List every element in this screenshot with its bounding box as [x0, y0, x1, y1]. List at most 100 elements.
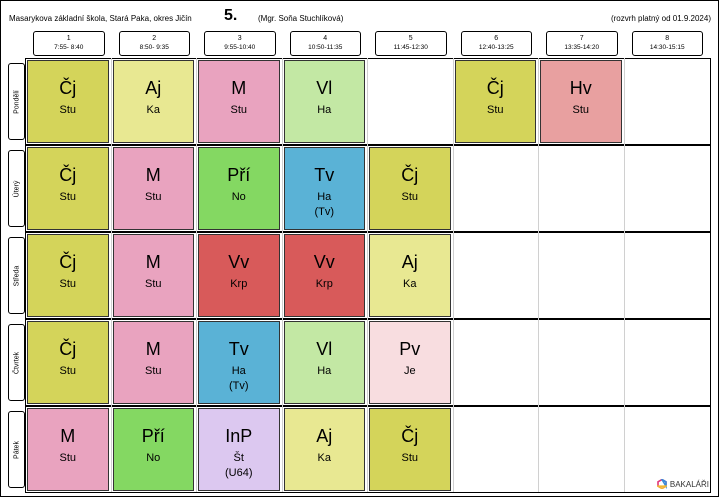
lesson-cell[interactable]: M Stu	[198, 60, 280, 143]
lesson-teacher: Stu	[59, 191, 76, 203]
lesson-cell[interactable]: Vl Ha	[283, 60, 365, 143]
class-name: 5.	[224, 7, 238, 24]
lesson-cell[interactable]: Aj Ka	[369, 234, 451, 317]
period-time: 13:35-14:20	[564, 44, 600, 51]
lesson-teacher: Ha	[317, 104, 332, 116]
lesson-cell[interactable]: Vv Krp	[283, 234, 365, 317]
lesson-subject: Vl	[316, 339, 333, 359]
grid-divider	[367, 58, 368, 492]
bakalari-logo-icon	[656, 479, 667, 489]
day-name: Pátek	[13, 440, 20, 459]
lesson-subject: M	[145, 252, 161, 272]
lesson-teacher: Stu	[572, 104, 589, 116]
lesson-subject: Čj	[59, 165, 77, 185]
lesson-cell[interactable]: Vv Krp	[198, 234, 280, 317]
lesson-subject: Hv	[569, 78, 592, 98]
period-time: 12:40-13:25	[478, 44, 514, 51]
lesson-cell[interactable]: Hv Stu	[540, 60, 622, 143]
grid-divider	[111, 58, 112, 492]
grid-divider	[453, 58, 454, 492]
day-row	[25, 319, 711, 406]
lesson-subject: Aj	[316, 426, 333, 446]
lesson-teacher: Stu	[486, 104, 504, 116]
period-time: 7:55- 8:40	[54, 44, 84, 51]
lesson-cell[interactable]: InP Št (U64)	[198, 408, 280, 491]
period-header-7: 7 13:35-14:20	[546, 31, 618, 56]
lesson-teacher: Ha	[317, 191, 332, 203]
lesson-cell[interactable]: Tv Ha (Tv)	[283, 147, 365, 230]
period-header-2: 2 8:50- 9:35	[118, 31, 190, 56]
school-name: Masarykova základní škola, Stará Paka, o…	[9, 14, 192, 23]
lesson-teacher: Krp	[315, 278, 333, 290]
lesson-teacher: Ka	[403, 278, 417, 290]
day-label-1: Pondělí	[8, 63, 25, 140]
lesson-teacher: Stu	[59, 278, 76, 290]
lesson-cell[interactable]: Pv Je	[369, 321, 451, 404]
bakalari-logo-text: BAKALÁŘI	[669, 479, 709, 489]
lesson-room: (Tv)	[314, 206, 335, 218]
grid-divider	[624, 58, 625, 492]
lesson-cell[interactable]: Čj Stu	[27, 147, 109, 230]
lesson-subject: Vl	[316, 78, 333, 98]
day-row	[25, 232, 711, 319]
lesson-cell[interactable]: M Stu	[27, 408, 109, 491]
lesson-cell[interactable]: Tv Ha (Tv)	[198, 321, 280, 404]
lesson-cell[interactable]: Čj Stu	[369, 408, 451, 491]
lesson-subject: Čj	[59, 339, 77, 359]
period-header-3: 3 9:55-10:40	[204, 31, 276, 56]
lesson-subject: Čj	[486, 78, 504, 98]
lesson-teacher: Stu	[59, 452, 76, 464]
lesson-room: (Tv)	[228, 380, 249, 392]
lesson-teacher: Ha	[317, 365, 332, 377]
period-number: 3	[237, 35, 242, 42]
lesson-subject: Čj	[59, 78, 77, 98]
lesson-subject: Čj	[401, 165, 419, 185]
period-time: 14:30-15:15	[649, 44, 685, 51]
period-number: 4	[323, 35, 328, 42]
lesson-subject: M	[231, 78, 247, 98]
lesson-cell[interactable]: M Stu	[112, 147, 194, 230]
lesson-teacher: Stu	[144, 365, 162, 377]
lesson-teacher: Stu	[59, 365, 76, 377]
period-number: 7	[579, 35, 584, 42]
lesson-cell[interactable]: Pří No	[112, 408, 194, 491]
lesson-subject: Čj	[59, 252, 77, 272]
lesson-subject: M	[145, 165, 161, 185]
lesson-teacher: No	[146, 452, 161, 464]
lesson-cell[interactable]: M Stu	[112, 234, 194, 317]
lesson-cell[interactable]: Pří No	[198, 147, 280, 230]
lesson-subject: Pří	[141, 426, 165, 446]
period-number: 8	[665, 35, 670, 42]
lesson-teacher: Stu	[144, 191, 162, 203]
lesson-cell[interactable]: Čj Stu	[369, 147, 451, 230]
lesson-cell[interactable]: Čj Stu	[27, 321, 109, 404]
period-number: 5	[408, 35, 413, 42]
lesson-subject: InP	[225, 426, 253, 446]
day-label-2: Úterý	[8, 150, 25, 227]
period-number: 6	[494, 35, 499, 42]
lesson-cell[interactable]: Čj Stu	[27, 60, 109, 143]
lesson-subject: Čj	[401, 426, 419, 446]
lesson-teacher: Stu	[401, 452, 418, 464]
day-row	[25, 406, 711, 493]
lesson-cell[interactable]: Aj Ka	[112, 60, 194, 143]
lesson-teacher: Stu	[230, 104, 247, 116]
period-time: 9:55-10:40	[224, 44, 256, 51]
period-number: 1	[66, 35, 71, 42]
lesson-cell[interactable]: Aj Ka	[283, 408, 365, 491]
grid-divider	[282, 58, 283, 492]
lesson-subject: Tv	[314, 165, 335, 185]
lesson-cell[interactable]: M Stu	[112, 321, 194, 404]
lesson-teacher: Ha	[231, 365, 246, 377]
lesson-cell[interactable]: Čj Stu	[27, 234, 109, 317]
lesson-subject: Pří	[227, 165, 251, 185]
lesson-subject: M	[145, 339, 161, 359]
class-teacher: (Mgr. Soňa Stuchlíková)	[258, 14, 344, 23]
lesson-subject: Vv	[228, 252, 250, 272]
lesson-cell[interactable]: Čj Stu	[454, 60, 536, 143]
lesson-cell[interactable]: Vl Ha	[283, 321, 365, 404]
period-number: 2	[152, 35, 157, 42]
day-row	[25, 58, 711, 145]
period-header-8: 8 14:30-15:15	[631, 31, 703, 56]
lesson-subject: M	[60, 426, 76, 446]
